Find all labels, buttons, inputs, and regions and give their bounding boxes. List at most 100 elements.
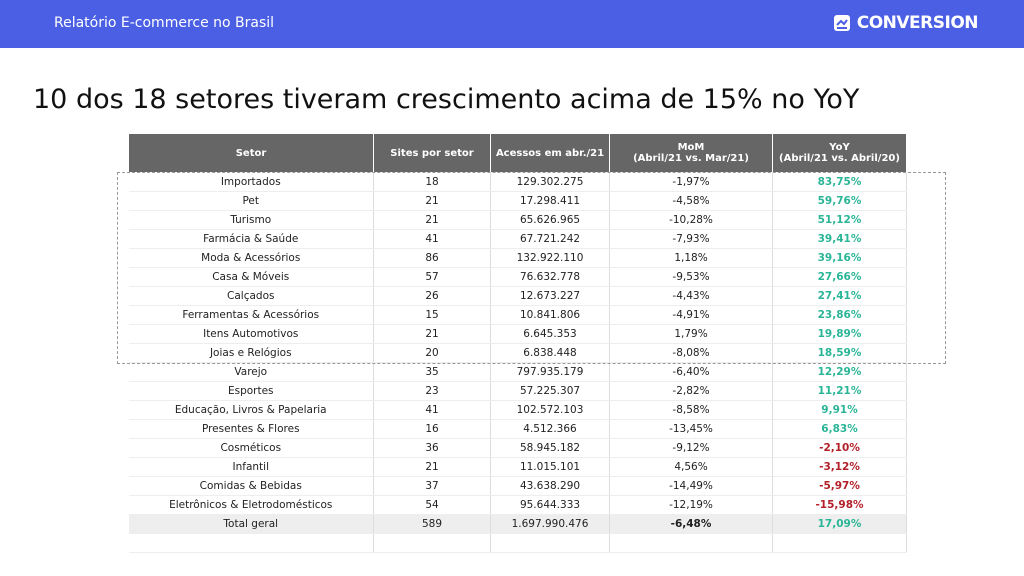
- column-sublabel: (Abril/21 vs. Mar/21): [633, 153, 749, 164]
- table-cell: 23: [373, 381, 491, 401]
- table-cell: 65.626.965: [490, 210, 610, 230]
- table-cell: 36: [373, 438, 491, 458]
- table-cell: 41: [373, 229, 491, 249]
- table-cell: -14,49%: [609, 476, 773, 496]
- table-cell: 39,41%: [772, 229, 907, 249]
- column-sublabel: (Abril/21 vs. Abril/20): [779, 153, 900, 164]
- column-label: MoM: [677, 142, 705, 153]
- table-cell: 86: [373, 248, 491, 268]
- table-cell: 43.638.290: [490, 476, 610, 496]
- table-cell: 4,56%: [609, 457, 773, 477]
- table-cell: 17,09%: [772, 514, 907, 534]
- table-cell: Cosméticos: [128, 438, 374, 458]
- table-cell: 102.572.103: [490, 400, 610, 420]
- header-row: Setor Sites por setor Acessos em abr./21 Mo…: [128, 133, 907, 173]
- table-cell: 57.225.307: [490, 381, 610, 401]
- table-row: Ferramentas & Acessórios 15 10.841.806 -4,9…: [128, 305, 907, 325]
- table-cell: 41: [373, 400, 491, 420]
- column-header: Sites por setor: [373, 133, 491, 173]
- table-cell: Importados: [128, 172, 374, 192]
- table-cell: -2,82%: [609, 381, 773, 401]
- table-row: Importados 18 129.302.275 -1,97% 83,75%: [128, 172, 907, 192]
- column-header: Acessos em abr./21: [490, 133, 610, 173]
- table-row: Cosméticos 36 58.945.182 -9,12% -2,10%: [128, 438, 907, 458]
- table-cell: 39,16%: [772, 248, 907, 268]
- table-cell: 35: [373, 362, 491, 382]
- column-header: Setor: [128, 133, 374, 173]
- table-cell: 23,86%: [772, 305, 907, 325]
- table-cell: Comidas & Bebidas: [128, 476, 374, 496]
- table-cell: -6,40%: [609, 362, 773, 382]
- table-cell: 9,91%: [772, 400, 907, 420]
- table-cell: Esportes: [128, 381, 374, 401]
- top-bar: Relatório E-commerce no Brasil CONVERSIO…: [0, 0, 1024, 48]
- empty-cell: [772, 533, 907, 553]
- table-cell: -8,58%: [609, 400, 773, 420]
- empty-cell: [128, 533, 374, 553]
- table-cell: 54: [373, 495, 491, 515]
- column-label: Setor: [235, 147, 267, 159]
- table-cell: 4.512.366: [490, 419, 610, 439]
- table-cell: -9,12%: [609, 438, 773, 458]
- table-row: Turismo 21 65.626.965 -10,28% 51,12%: [128, 210, 907, 230]
- table-cell: 129.302.275: [490, 172, 610, 192]
- table-cell: -12,19%: [609, 495, 773, 515]
- table-cell: 1.697.990.476: [490, 514, 610, 534]
- table-cell: Pet: [128, 191, 374, 211]
- table-cell: 797.935.179: [490, 362, 610, 382]
- column-header: YoY (Abril/21 vs. Abril/20): [772, 133, 907, 173]
- table-cell: 11.015.101: [490, 457, 610, 477]
- column-label: YoY: [829, 142, 850, 153]
- empty-cell: [373, 533, 491, 553]
- column-label: Acessos em abr./21: [495, 147, 605, 159]
- table-row: Infantil 21 11.015.101 4,56% -3,12%: [128, 457, 907, 477]
- table-cell: 12,29%: [772, 362, 907, 382]
- table-cell: 67.721.242: [490, 229, 610, 249]
- table-cell: -13,45%: [609, 419, 773, 439]
- table-row: Educação, Livros & Papelaria 41 102.572.10…: [128, 400, 907, 420]
- table-cell: Educação, Livros & Papelaria: [128, 400, 374, 420]
- table-row: Varejo 35 797.935.179 -6,40% 12,29%: [128, 362, 907, 382]
- table-cell: 51,12%: [772, 210, 907, 230]
- table-cell: Total geral: [128, 514, 374, 534]
- table-cell: 6.645.353: [490, 324, 610, 344]
- table-cell: -2,10%: [772, 438, 907, 458]
- table-row: Joias e Relógios 20 6.838.448 -8,08% 18,59%: [128, 343, 907, 363]
- table-cell: 58.945.182: [490, 438, 610, 458]
- slide-title: 10 dos 18 setores tiveram crescimento ac…: [33, 84, 860, 115]
- table-cell: 37: [373, 476, 491, 496]
- table-cell: 11,21%: [772, 381, 907, 401]
- table-cell: 132.922.110: [490, 248, 610, 268]
- table-cell: Joias e Relógios: [128, 343, 374, 363]
- table-cell: -4,43%: [609, 286, 773, 306]
- table-row: Moda & Acessórios 86 132.922.110 1,18% 39,16…: [128, 248, 907, 268]
- table-cell: 27,41%: [772, 286, 907, 306]
- table-cell: 76.632.778: [490, 267, 610, 287]
- table-cell: 26: [373, 286, 491, 306]
- table-cell: Casa & Móveis: [128, 267, 374, 287]
- table-row: Calçados 26 12.673.227 -4,43% 27,41%: [128, 286, 907, 306]
- table-cell: Farmácia & Saúde: [128, 229, 374, 249]
- table-cell: 10.841.806: [490, 305, 610, 325]
- report-title: Relatório E-commerce no Brasil: [54, 15, 275, 31]
- data-table: Setor Sites por setor Acessos em abr./21 Mo…: [128, 133, 907, 553]
- table-cell: 17.298.411: [490, 191, 610, 211]
- empty-cell: [490, 533, 610, 553]
- table-cell: 57: [373, 267, 491, 287]
- highlight-box: [117, 171, 946, 364]
- table-cell: 6.838.448: [490, 343, 610, 363]
- logo: CONVERSION: [833, 13, 979, 33]
- table-cell: Varejo: [128, 362, 374, 382]
- table-cell: -4,91%: [609, 305, 773, 325]
- table-row: Farmácia & Saúde 41 67.721.242 -7,93% 39,41%: [128, 229, 907, 249]
- table-cell: Presentes & Flores: [128, 419, 374, 439]
- table-cell: 21: [373, 324, 491, 344]
- table-row: Casa & Móveis 57 76.632.778 -9,53% 27,66%: [128, 267, 907, 287]
- table-row: Comidas & Bebidas 37 43.638.290 -14,49% -5,9…: [128, 476, 907, 496]
- table-cell: -3,12%: [772, 457, 907, 477]
- table-row: Itens Automotivos 21 6.645.353 1,79% 19,89%: [128, 324, 907, 344]
- table-cell: -8,08%: [609, 343, 773, 363]
- table-cell: 83,75%: [772, 172, 907, 192]
- table-cell: 6,83%: [772, 419, 907, 439]
